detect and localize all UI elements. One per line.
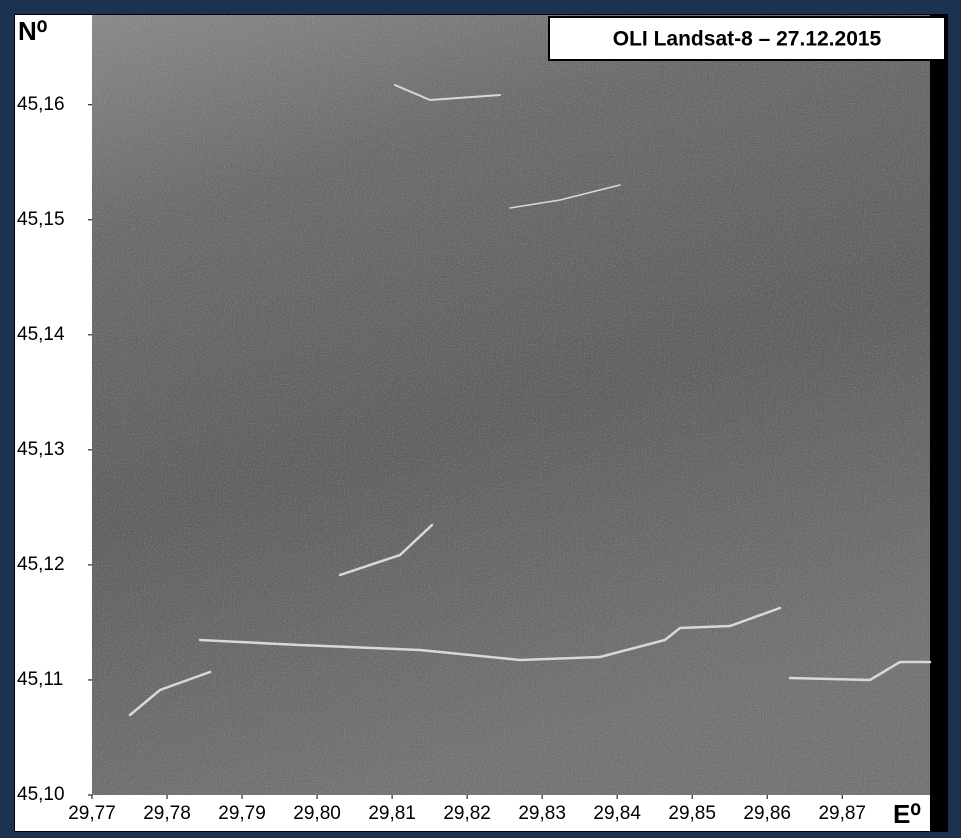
x-tick-label: 29,79 — [218, 803, 266, 824]
x-tick-label: 29,85 — [668, 803, 716, 824]
map-title: OLI Landsat-8 – 27.12.2015 — [613, 28, 882, 51]
y-tick-label: 45,16 — [17, 94, 65, 115]
x-tick-label: 29,78 — [143, 803, 191, 824]
y-tick-label: 45,10 — [17, 784, 65, 805]
x-tick-label: 29,82 — [443, 803, 491, 824]
x-tick-label: 29,80 — [293, 803, 341, 824]
x-tick-label: 29,77 — [68, 803, 116, 824]
y-axis-label: N⁰ — [18, 16, 47, 46]
x-tick-label: 29,84 — [593, 803, 641, 824]
x-tick-label: 29,83 — [518, 803, 566, 824]
x-tick-label: 29,87 — [818, 803, 866, 824]
map-figure: OLI Landsat-8 – 27.12.2015 N⁰ E⁰ 45,10 45… — [0, 0, 961, 838]
y-tick-label: 45,12 — [17, 554, 65, 575]
y-tick-label: 45,13 — [17, 439, 65, 460]
y-tick-label: 45,15 — [17, 209, 65, 230]
x-tick-label: 29,81 — [368, 803, 416, 824]
x-axis-label: E⁰ — [893, 799, 921, 829]
y-tick-label: 45,11 — [17, 669, 63, 690]
y-tick-label: 45,14 — [17, 324, 65, 345]
x-tick-label: 29,86 — [743, 803, 791, 824]
left-axis-panel — [15, 15, 92, 831]
